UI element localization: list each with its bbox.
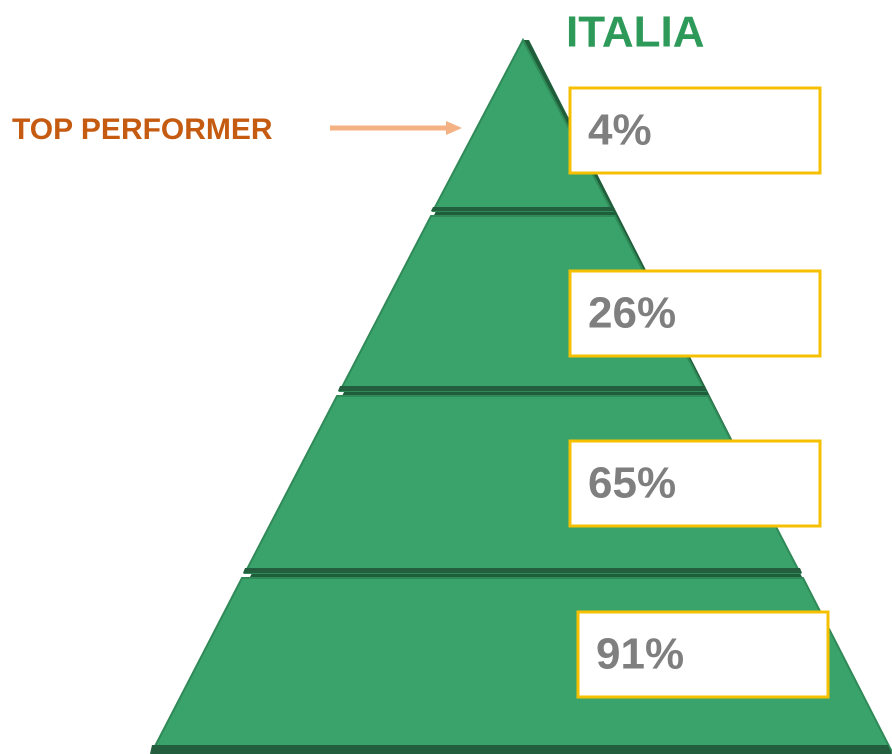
- level-box: 4%: [568, 86, 822, 175]
- arrow: [330, 121, 462, 135]
- level-label: 4%: [588, 106, 652, 155]
- annotation: TOP PERFORMER: [12, 113, 273, 146]
- level-box: 26%: [568, 269, 822, 358]
- level-label: 65%: [588, 459, 676, 508]
- title: ITALIA: [566, 8, 705, 57]
- pyramid: [150, 37, 892, 754]
- level-box: 91%: [576, 610, 830, 699]
- level-box: 65%: [568, 439, 822, 528]
- level-label: 26%: [588, 289, 676, 338]
- level-label: 91%: [596, 630, 684, 679]
